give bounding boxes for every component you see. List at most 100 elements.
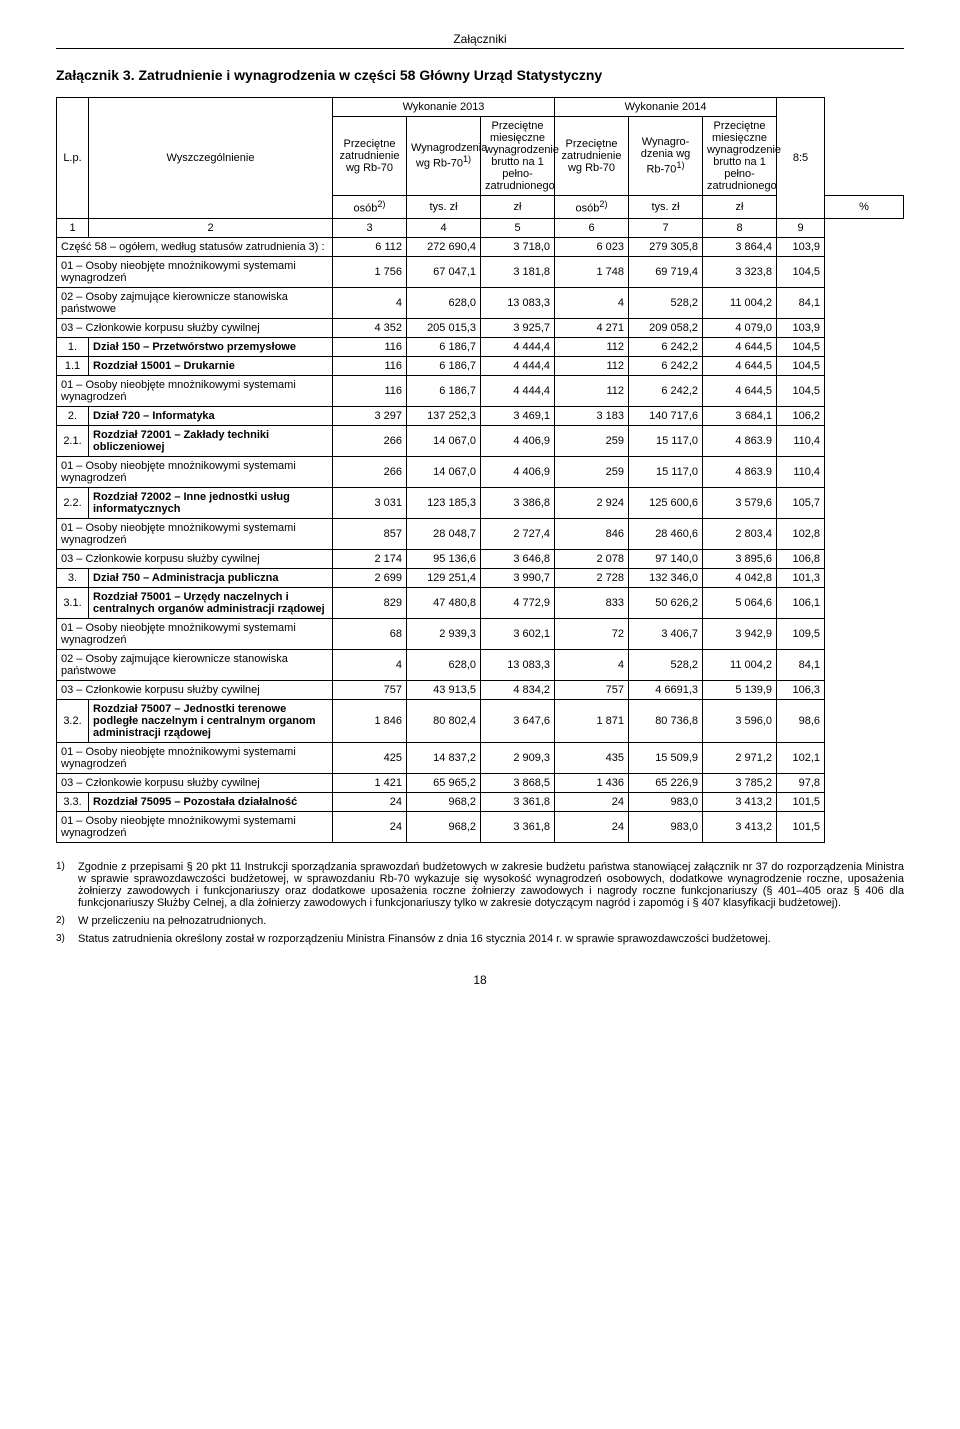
row-value: 4 406,9 [481, 425, 555, 456]
row-lp: 2.2. [57, 487, 89, 518]
row-value: 3 990,7 [481, 568, 555, 587]
row-value: 829 [333, 587, 407, 618]
table-row: 2.2.Rozdział 72002 – Inne jednostki usłu… [57, 487, 904, 518]
table-row: 1.1Rozdział 15001 – Drukarnie1166 186,74… [57, 356, 904, 375]
row-value: 112 [555, 375, 629, 406]
row-value: 101,5 [777, 792, 825, 811]
row-value: 259 [555, 425, 629, 456]
row-lp: 3.1. [57, 587, 89, 618]
row-value: 116 [333, 337, 407, 356]
row-value: 15 509,9 [629, 742, 703, 773]
row-value: 4 079,0 [703, 318, 777, 337]
row-value: 1 748 [555, 256, 629, 287]
row-value: 4 644,5 [703, 337, 777, 356]
unit-zl-2014: zł [703, 196, 777, 219]
row-name: 03 – Członkowie korpusu służby cywilnej [57, 773, 333, 792]
row-value: 110,4 [777, 456, 825, 487]
row-value: 3 646,8 [481, 549, 555, 568]
coln-1: 1 [57, 218, 89, 237]
footnote: 3)Status zatrudnienia określony został w… [56, 933, 904, 945]
row-value: 4 271 [555, 318, 629, 337]
table-row: 01 – Osoby nieobjęte mnożnikowymi system… [57, 811, 904, 842]
row-lp: 1. [57, 337, 89, 356]
coln-7: 7 [629, 218, 703, 237]
row-value: 4 444,4 [481, 356, 555, 375]
row-value: 98,6 [777, 699, 825, 742]
row-value: 3 895,6 [703, 549, 777, 568]
table-row: 01 – Osoby nieobjęte mnożnikowymi system… [57, 456, 904, 487]
footnotes: 1)Zgodnie z przepisami § 20 pkt 11 Instr… [56, 861, 904, 945]
row-name: 01 – Osoby nieobjęte mnożnikowymi system… [57, 256, 333, 287]
row-value: 11 004,2 [703, 287, 777, 318]
table-row: 01 – Osoby nieobjęte mnożnikowymi system… [57, 518, 904, 549]
row-value: 97 140,0 [629, 549, 703, 568]
row-value: 123 185,3 [407, 487, 481, 518]
row-value: 28 460,6 [629, 518, 703, 549]
row-value: 3 942,9 [703, 618, 777, 649]
row-value: 2 727,4 [481, 518, 555, 549]
row-value: 266 [333, 456, 407, 487]
coln-6: 6 [555, 218, 629, 237]
row-lp: 2. [57, 406, 89, 425]
row-value: 102,1 [777, 742, 825, 773]
row-value: 1 421 [333, 773, 407, 792]
table-row: 3.Dział 750 – Administracja publiczna2 6… [57, 568, 904, 587]
row-value: 104,5 [777, 256, 825, 287]
row-value: 11 004,2 [703, 649, 777, 680]
row-value: 65 965,2 [407, 773, 481, 792]
table-row: 2.1.Rozdział 72001 – Zakłady techniki ob… [57, 425, 904, 456]
row-value: 3 579,6 [703, 487, 777, 518]
row-value: 67 047,1 [407, 256, 481, 287]
row-value: 2 924 [555, 487, 629, 518]
row-value: 14 067,0 [407, 425, 481, 456]
row-name: Rozdział 75007 – Jednostki terenowe podl… [89, 699, 333, 742]
row-value: 6 242,2 [629, 337, 703, 356]
row-value: 65 226,9 [629, 773, 703, 792]
row-value: 757 [555, 680, 629, 699]
row-value: 2 078 [555, 549, 629, 568]
row-value: 68 [333, 618, 407, 649]
col-zatr-2013: Przeciętne zatrudnienie wg Rb-70 [333, 117, 407, 196]
row-value: 4 6691,3 [629, 680, 703, 699]
row-value: 125 600,6 [629, 487, 703, 518]
row-value: 209 058,2 [629, 318, 703, 337]
row-value: 3 602,1 [481, 618, 555, 649]
footnote-mark: 1) [56, 861, 78, 909]
row-value: 101,3 [777, 568, 825, 587]
row-value: 84,1 [777, 649, 825, 680]
row-value: 1 436 [555, 773, 629, 792]
row-value: 97,8 [777, 773, 825, 792]
row-value: 846 [555, 518, 629, 549]
row-value: 968,2 [407, 792, 481, 811]
unit-osob-2014: osób2) [555, 196, 629, 219]
row-value: 3 297 [333, 406, 407, 425]
footnote-mark: 3) [56, 933, 78, 945]
row-value: 6 186,7 [407, 375, 481, 406]
row-value: 103,9 [777, 318, 825, 337]
footnote-text: Zgodnie z przepisami § 20 pkt 11 Instruk… [78, 861, 904, 909]
row-name: Dział 150 – Przetwórstwo przemysłowe [89, 337, 333, 356]
table-row: 02 – Osoby zajmujące kierownicze stanowi… [57, 649, 904, 680]
row-value: 259 [555, 456, 629, 487]
row-value: 95 136,6 [407, 549, 481, 568]
row-value: 14 837,2 [407, 742, 481, 773]
row-value: 4 [555, 649, 629, 680]
row-lp: 3.2. [57, 699, 89, 742]
row-value: 4 352 [333, 318, 407, 337]
row-value: 6 186,7 [407, 356, 481, 375]
row-name: Rozdział 15001 – Drukarnie [89, 356, 333, 375]
col-lp: L.p. [57, 98, 89, 219]
row-value: 24 [333, 811, 407, 842]
row-value: 528,2 [629, 649, 703, 680]
row-value: 15 117,0 [629, 456, 703, 487]
row-value: 3 413,2 [703, 811, 777, 842]
row-value: 983,0 [629, 792, 703, 811]
row-value: 425 [333, 742, 407, 773]
row-value: 857 [333, 518, 407, 549]
coln-5: 5 [481, 218, 555, 237]
row-value: 4 644,5 [703, 375, 777, 406]
row-value: 106,3 [777, 680, 825, 699]
table-row: 01 – Osoby nieobjęte mnożnikowymi system… [57, 618, 904, 649]
unit-pct: % [825, 196, 904, 219]
row-value: 80 736,8 [629, 699, 703, 742]
